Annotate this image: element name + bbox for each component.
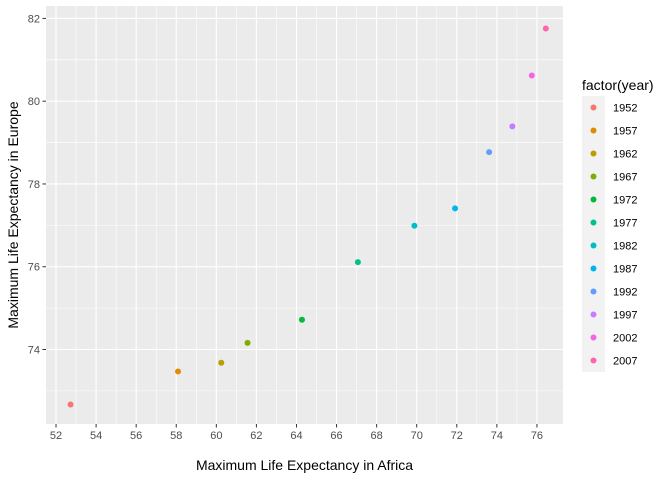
x-tick-label: 58 — [170, 430, 182, 442]
y-axis-title: Maximum Life Expectancy in Europe — [5, 101, 21, 328]
data-point-1972 — [298, 316, 305, 323]
x-tick-label: 72 — [451, 430, 463, 442]
x-tick-label: 52 — [50, 430, 62, 442]
legend-key-point — [590, 311, 597, 318]
data-point-1992 — [486, 149, 493, 156]
x-tick-label: 68 — [371, 430, 383, 442]
legend-key-point — [590, 219, 597, 226]
plot-panel — [46, 6, 563, 424]
y-tick-label: 78 — [28, 179, 40, 191]
legend-item-1992: 1992 — [582, 280, 637, 303]
x-tick-label: 70 — [411, 430, 423, 442]
legend-item-1972: 1972 — [582, 188, 637, 211]
legend-label: 1982 — [613, 241, 637, 253]
y-axis: 74 76 78 80 82 — [28, 13, 46, 357]
x-tick-label: 60 — [210, 430, 222, 442]
legend-label: 1977 — [613, 218, 637, 230]
legend-label: 1972 — [613, 195, 637, 207]
legend-item-1997: 1997 — [582, 303, 637, 326]
legend-key-point — [590, 288, 597, 295]
legend-item-1952: 1952 — [582, 96, 637, 119]
data-point-1977 — [354, 259, 361, 266]
y-tick-label: 74 — [28, 345, 40, 357]
legend-item-1962: 1962 — [582, 142, 637, 165]
legend-item-2007: 2007 — [582, 349, 637, 372]
data-point-1982 — [411, 222, 418, 229]
legend-title: factor(year) — [582, 77, 654, 93]
legend-key-point — [590, 104, 597, 111]
major-gridlines — [46, 6, 563, 424]
x-tick-label: 62 — [250, 430, 262, 442]
legend-label: 1987 — [613, 264, 637, 276]
legend-label: 1962 — [613, 149, 637, 161]
legend-key-point — [590, 242, 597, 249]
legend-key-point — [590, 357, 597, 364]
x-tick-label: 74 — [491, 430, 503, 442]
legend-key-point — [590, 196, 597, 203]
x-tick-label: 54 — [90, 430, 102, 442]
x-tick-label: 64 — [290, 430, 302, 442]
data-point-1987 — [452, 205, 459, 212]
x-axis: 52 54 56 58 60 62 64 66 68 70 72 74 76 — [50, 424, 543, 442]
legend-label: 1957 — [613, 126, 637, 138]
legend-label: 2007 — [613, 356, 637, 368]
x-tick-label: 56 — [130, 430, 142, 442]
legend-items: 1952 1957 1962 1967 1972 1977 1982 1987 1992 1997… — [582, 96, 637, 372]
data-point-2007 — [542, 25, 549, 32]
data-point-1962 — [218, 359, 225, 366]
data-point-1967 — [244, 339, 251, 346]
data-points — [67, 25, 549, 408]
legend-label: 1992 — [613, 287, 637, 299]
x-tick-label: 66 — [330, 430, 342, 442]
legend-label: 2002 — [613, 333, 637, 345]
legend-key-point — [590, 265, 597, 272]
x-tick-label: 76 — [531, 430, 543, 442]
legend-key-point — [590, 150, 597, 157]
data-point-1957 — [175, 368, 182, 375]
data-point-2002 — [528, 72, 535, 79]
data-point-1952 — [67, 401, 74, 408]
legend-label: 1997 — [613, 310, 637, 322]
legend-item-1977: 1977 — [582, 211, 637, 234]
legend-item-1957: 1957 — [582, 119, 637, 142]
legend-label: 1967 — [613, 172, 637, 184]
data-point-1997 — [509, 123, 516, 130]
y-tick-label: 82 — [28, 13, 40, 25]
y-tick-label: 76 — [28, 262, 40, 274]
legend-key-point — [590, 127, 597, 134]
x-axis-title: Maximum Life Expectancy in Africa — [196, 457, 413, 473]
legend-item-2002: 2002 — [582, 326, 637, 349]
legend-key-point — [590, 334, 597, 341]
legend-key-point — [590, 173, 597, 180]
legend-label: 1952 — [613, 103, 637, 115]
legend: factor(year) 1952 1957 1962 1967 1972 1977 198… — [582, 77, 654, 372]
legend-item-1982: 1982 — [582, 234, 637, 257]
y-tick-label: 80 — [28, 96, 40, 108]
minor-gridlines — [46, 6, 563, 424]
legend-item-1987: 1987 — [582, 257, 637, 280]
legend-item-1967: 1967 — [582, 165, 637, 188]
